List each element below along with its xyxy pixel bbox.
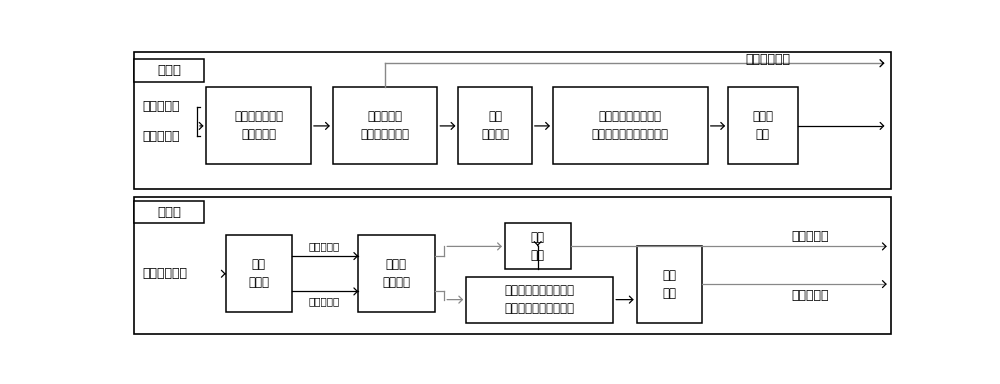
Bar <box>134 60 204 81</box>
Bar <box>728 88 798 164</box>
Text: 压缩后的码流: 压缩后的码流 <box>142 267 187 280</box>
Text: 编码端: 编码端 <box>157 64 181 77</box>
Text: 霍夫曼
编码: 霍夫曼 编码 <box>752 111 773 141</box>
Bar <box>333 88 437 164</box>
Text: 匹配
点云质心: 匹配 点云质心 <box>481 111 509 141</box>
Bar <box>134 52 891 189</box>
Bar <box>226 235 292 312</box>
Text: 参考帧数据: 参考帧数据 <box>792 230 829 243</box>
Text: 参考帧数据: 参考帧数据 <box>142 100 180 113</box>
Text: 矢量
叠加: 矢量 叠加 <box>662 268 676 300</box>
Text: 当前帧数据: 当前帧数据 <box>142 130 180 143</box>
Bar <box>505 223 571 269</box>
Bar <box>466 277 613 323</box>
Bar <box>458 88 532 164</box>
Bar <box>134 197 891 334</box>
Text: 当前帧码流: 当前帧码流 <box>309 296 340 306</box>
Text: 计算预测运动矢量、
运动矢量残差、属性差值: 计算预测运动矢量、 运动矢量残差、属性差值 <box>592 111 669 141</box>
Text: 参考帧码流: 参考帧码流 <box>309 242 340 252</box>
Bar <box>637 246 702 323</box>
Bar <box>553 88 708 164</box>
Text: 八叉树几何编码
及属性编码: 八叉树几何编码 及属性编码 <box>234 111 283 141</box>
Text: 当前帧数据: 当前帧数据 <box>792 290 829 303</box>
Text: 属性
解码: 属性 解码 <box>531 231 545 262</box>
Bar <box>206 88 311 164</box>
Text: 八叉树
几何解码: 八叉树 几何解码 <box>382 258 410 289</box>
Text: 分辨
帧类型: 分辨 帧类型 <box>248 258 269 289</box>
Text: 压缩后的码流: 压缩后的码流 <box>745 53 790 66</box>
Text: 预测运动矢量、运动矢
量残差、属性差值解码: 预测运动矢量、运动矢 量残差、属性差值解码 <box>505 284 575 315</box>
Bar <box>358 235 435 312</box>
Text: 解码端: 解码端 <box>157 206 181 219</box>
Bar <box>134 201 204 223</box>
Text: 获取占用码
领域相关上下文: 获取占用码 领域相关上下文 <box>361 111 410 141</box>
